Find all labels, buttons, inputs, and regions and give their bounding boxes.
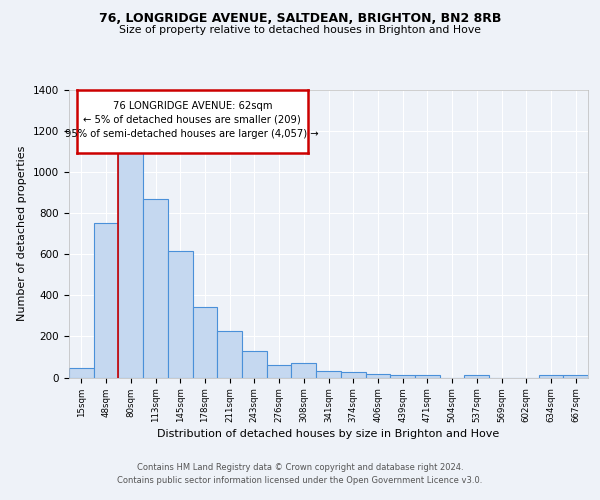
Bar [193, 306, 217, 378]
Bar [292, 363, 316, 378]
Bar [143, 199, 168, 378]
Bar [316, 372, 341, 378]
Bar [415, 376, 440, 378]
Bar [242, 351, 267, 378]
Bar [390, 375, 415, 378]
Text: 76 LONGRIDGE AVENUE: 62sqm
← 5% of detached houses are smaller (209)
95% of semi: 76 LONGRIDGE AVENUE: 62sqm ← 5% of detac… [65, 100, 319, 140]
Text: 76, LONGRIDGE AVENUE, SALTDEAN, BRIGHTON, BN2 8RB: 76, LONGRIDGE AVENUE, SALTDEAN, BRIGHTON… [99, 12, 501, 26]
Bar [69, 368, 94, 378]
Bar [94, 224, 118, 378]
Bar [563, 375, 588, 378]
X-axis label: Distribution of detached houses by size in Brighton and Hove: Distribution of detached houses by size … [157, 429, 500, 439]
Bar [464, 376, 489, 378]
Text: Size of property relative to detached houses in Brighton and Hove: Size of property relative to detached ho… [119, 25, 481, 35]
Bar [118, 152, 143, 378]
Text: Contains HM Land Registry data © Crown copyright and database right 2024.: Contains HM Land Registry data © Crown c… [137, 464, 463, 472]
Bar [539, 376, 563, 378]
Bar [217, 332, 242, 378]
Bar [267, 365, 292, 378]
Bar [168, 251, 193, 378]
Bar [341, 372, 365, 378]
Text: Contains public sector information licensed under the Open Government Licence v3: Contains public sector information licen… [118, 476, 482, 485]
Bar [365, 374, 390, 378]
Y-axis label: Number of detached properties: Number of detached properties [17, 146, 28, 322]
